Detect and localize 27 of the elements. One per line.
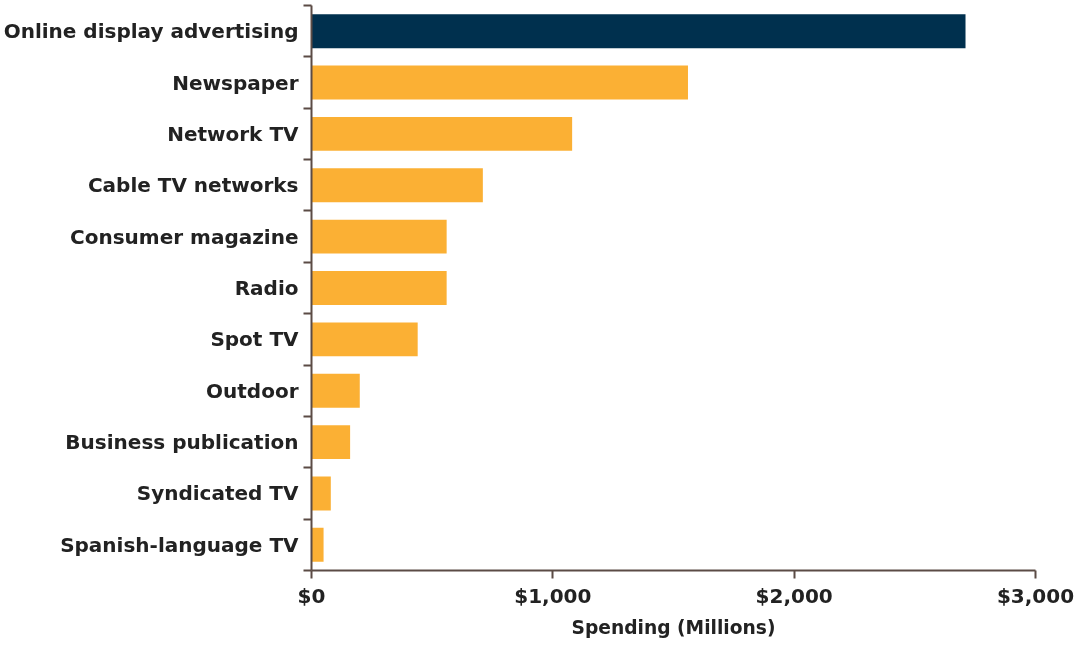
y-tick-label: Spot TV xyxy=(210,327,300,352)
y-tick-label: Syndicated TV xyxy=(136,481,300,506)
y-tick-label: Newspaper xyxy=(172,70,299,95)
bar xyxy=(311,14,966,49)
x-tick-label: $3,000 xyxy=(996,583,1075,608)
y-tick-label: Consumer magazine xyxy=(70,224,299,249)
x-tick-label: $1,000 xyxy=(514,583,592,608)
x-axis-title: Spending (Millions) xyxy=(571,616,776,638)
bar xyxy=(311,271,447,305)
bar xyxy=(311,425,351,460)
y-tick-label: Outdoor xyxy=(206,378,299,403)
bar xyxy=(311,65,688,100)
bar xyxy=(311,373,360,408)
bar xyxy=(311,116,573,151)
bar xyxy=(311,168,483,203)
y-tick-label: Network TV xyxy=(167,121,300,146)
bar xyxy=(311,322,418,357)
x-tick-label: $2,000 xyxy=(755,583,833,608)
y-tick-label: Business publication xyxy=(65,430,299,455)
y-tick-label: Online display advertising xyxy=(3,19,299,44)
y-tick-label: Spanish-language TV xyxy=(60,532,300,557)
y-tick-label: Radio xyxy=(234,276,299,300)
bar xyxy=(311,476,331,511)
bar xyxy=(311,527,324,562)
y-tick-label: Cable TV networks xyxy=(87,173,299,198)
x-tick-label: $0 xyxy=(297,583,326,608)
bar xyxy=(311,219,447,254)
